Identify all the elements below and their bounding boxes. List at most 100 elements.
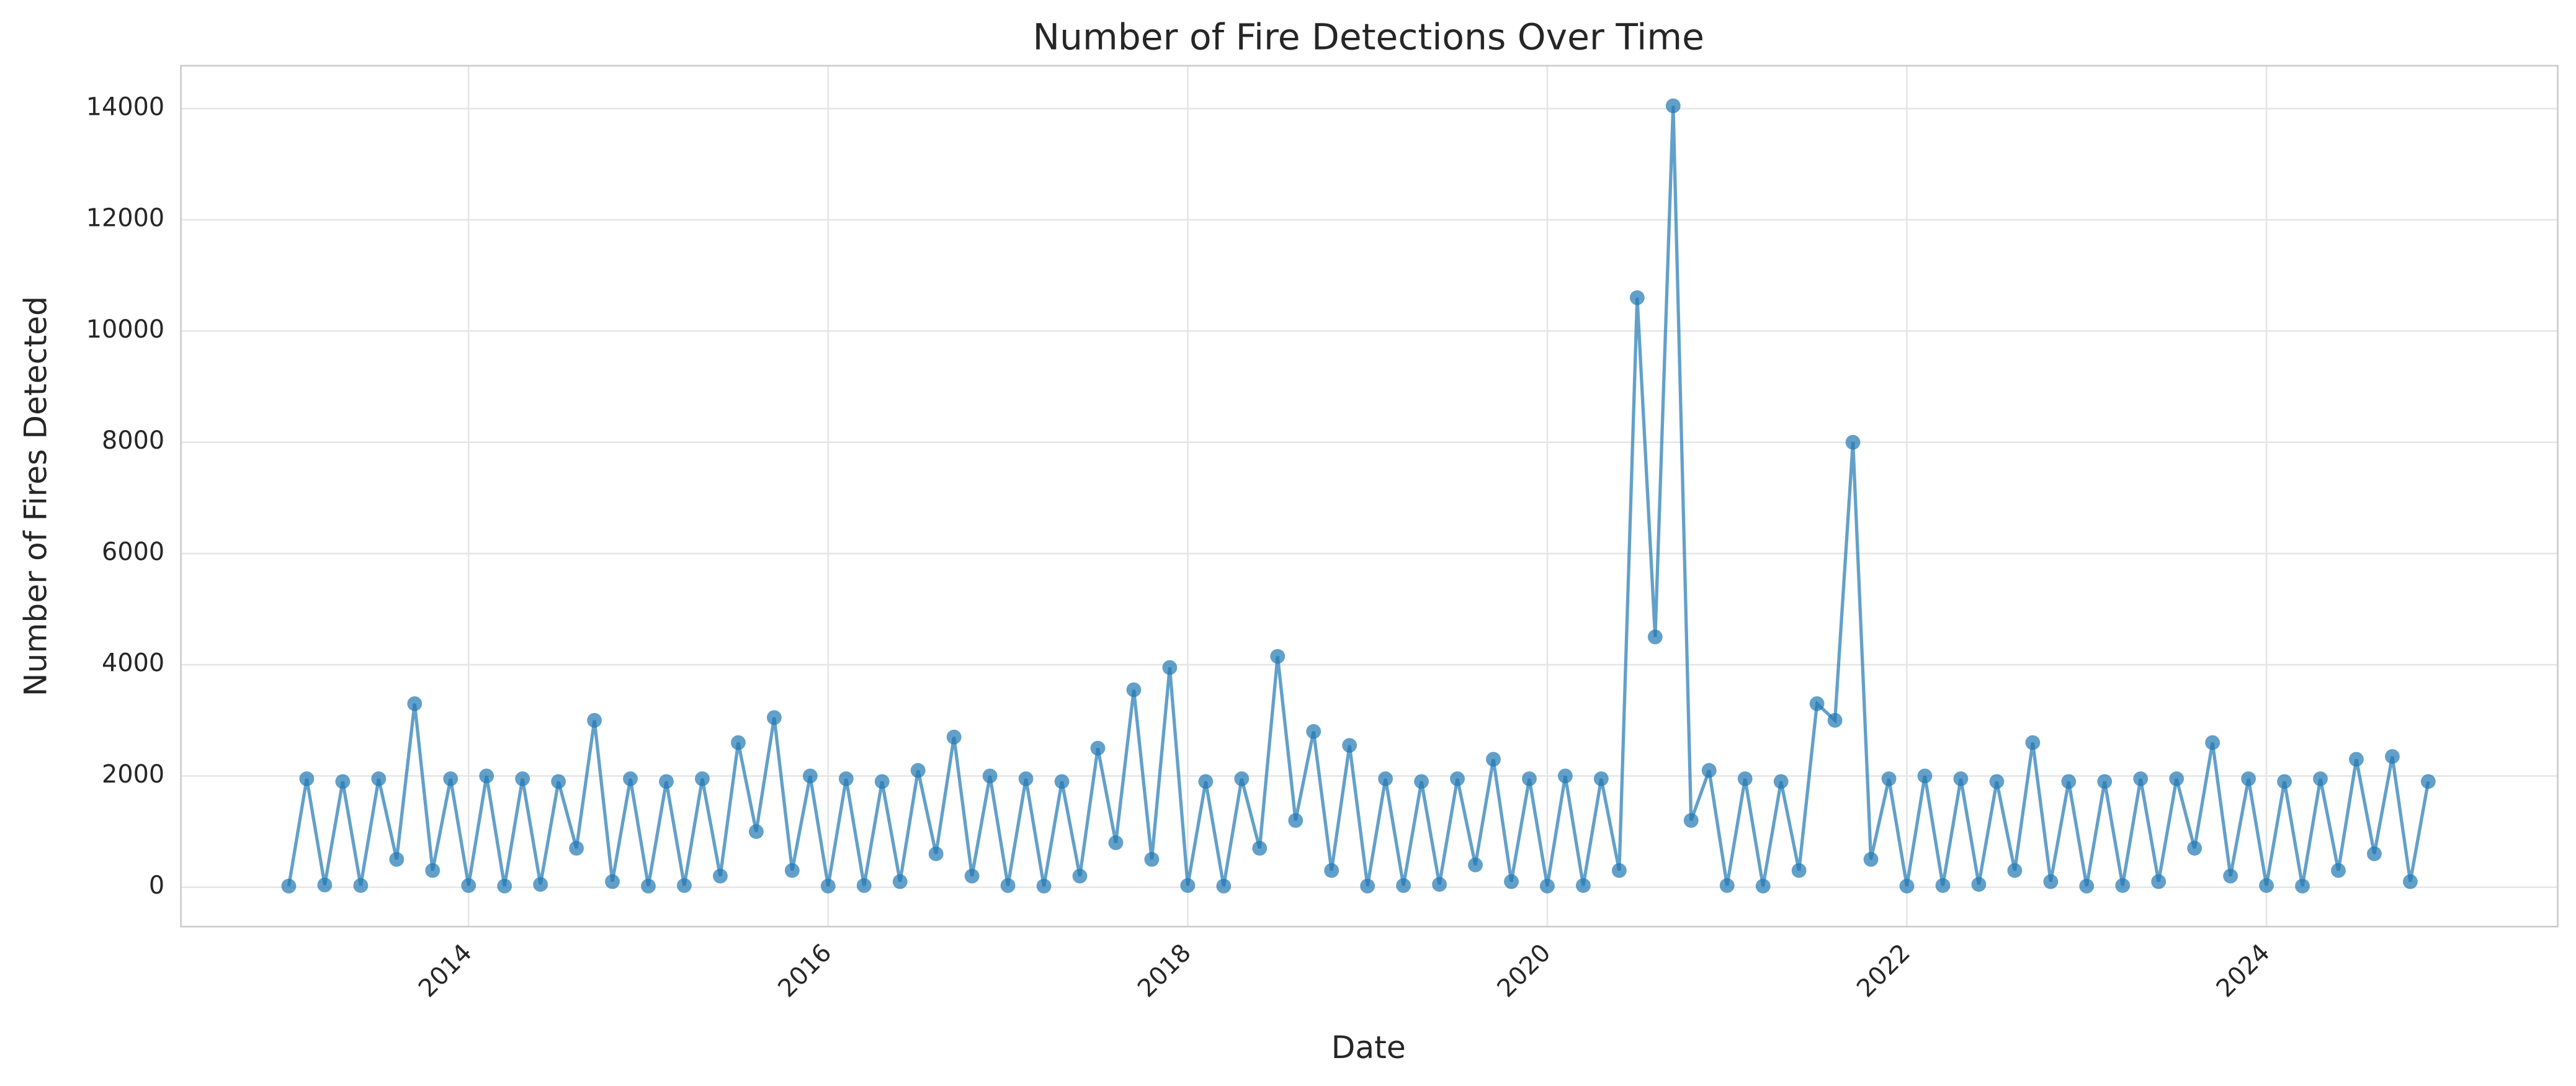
data-point: [2420, 774, 2436, 789]
data-point: [820, 878, 836, 894]
data-point: [713, 868, 728, 884]
data-point: [1953, 771, 1969, 786]
data-point: [2295, 878, 2310, 894]
data-point: [317, 877, 333, 892]
data-point: [1899, 878, 1915, 894]
data-point: [1306, 724, 1322, 739]
data-point: [1773, 774, 1789, 789]
data-point: [2402, 874, 2418, 889]
data-point: [515, 771, 530, 786]
data-point: [1791, 863, 1807, 878]
y-tick-label: 8000: [102, 426, 164, 455]
data-point: [425, 863, 441, 878]
y-tick-label: 4000: [102, 649, 164, 678]
data-point: [2313, 771, 2328, 786]
data-point: [605, 874, 620, 889]
data-point: [1611, 863, 1627, 878]
data-point: [533, 877, 548, 892]
data-point: [1054, 774, 1070, 789]
data-point: [1270, 648, 1286, 664]
data-point: [1216, 878, 1232, 894]
x-axis-label: Date: [1331, 1029, 1406, 1066]
data-point: [2133, 771, 2149, 786]
data-point: [1108, 835, 1124, 850]
y-tick-label: 10000: [86, 315, 164, 344]
data-point: [1234, 771, 1250, 786]
data-point: [964, 868, 980, 884]
data-point: [946, 729, 962, 745]
data-point: [1162, 660, 1178, 675]
data-point: [2385, 749, 2400, 764]
data-point: [1378, 771, 1393, 786]
data-point: [1593, 771, 1609, 786]
data-point: [407, 696, 423, 711]
data-point: [784, 863, 800, 878]
plot-frame: [180, 65, 2559, 928]
data-point: [443, 771, 458, 786]
data-point: [1719, 878, 1735, 893]
data-point: [479, 768, 494, 784]
data-point: [1000, 878, 1016, 893]
data-point: [641, 878, 656, 894]
data-point: [2061, 774, 2077, 789]
data-point: [1036, 878, 1052, 894]
data-point: [1629, 290, 1645, 305]
data-point: [2079, 878, 2095, 894]
data-point: [1827, 712, 1843, 728]
data-point: [1575, 878, 1591, 893]
data-point: [1701, 763, 1717, 778]
data-point: [928, 846, 944, 861]
data-point: [1198, 774, 1214, 789]
data-point: [587, 712, 602, 728]
data-point: [2241, 771, 2256, 786]
data-point: [1144, 851, 1160, 867]
data-point: [353, 878, 369, 893]
data-point: [874, 774, 890, 789]
data-point: [1468, 857, 1483, 873]
data-point: [766, 710, 782, 725]
data-point: [2259, 878, 2274, 893]
data-point: [2025, 735, 2041, 750]
data-point: [569, 841, 584, 856]
data-point: [1989, 774, 2005, 789]
data-point: [1971, 877, 1987, 892]
chart-title: Number of Fire Detections Over Time: [1033, 16, 1704, 58]
data-point: [2043, 874, 2059, 889]
data-point: [2349, 752, 2364, 767]
data-point: [1090, 740, 1106, 756]
data-point: [1917, 768, 1933, 784]
data-line: [287, 105, 2430, 887]
data-point: [802, 768, 818, 784]
data-point: [1863, 851, 1879, 867]
data-point: [2223, 868, 2238, 884]
y-tick-label: 6000: [102, 537, 164, 566]
data-point: [371, 771, 387, 786]
data-point: [1342, 738, 1357, 753]
y-tick-label: 2000: [102, 760, 164, 789]
data-point: [1018, 771, 1034, 786]
data-point: [910, 763, 926, 778]
data-point: [335, 774, 351, 789]
data-point: [1360, 878, 1375, 894]
data-point: [2187, 841, 2203, 856]
data-point: [2169, 771, 2185, 786]
data-point: [1665, 98, 1681, 114]
data-point: [1558, 768, 1573, 784]
data-point: [677, 878, 692, 893]
data-point: [982, 768, 998, 784]
data-point: [1486, 752, 1501, 767]
data-point: [461, 878, 476, 893]
data-point: [1324, 863, 1339, 878]
data-point: [1522, 771, 1537, 786]
data-point: [1432, 877, 1447, 892]
data-point: [299, 771, 315, 786]
data-point: [1450, 771, 1465, 786]
data-point: [2007, 863, 2023, 878]
data-point: [2151, 874, 2167, 889]
data-point: [2115, 878, 2131, 893]
data-point: [1180, 878, 1196, 893]
data-point: [2277, 774, 2292, 789]
data-point: [2205, 735, 2220, 750]
data-point: [659, 774, 674, 789]
data-point: [892, 874, 908, 889]
